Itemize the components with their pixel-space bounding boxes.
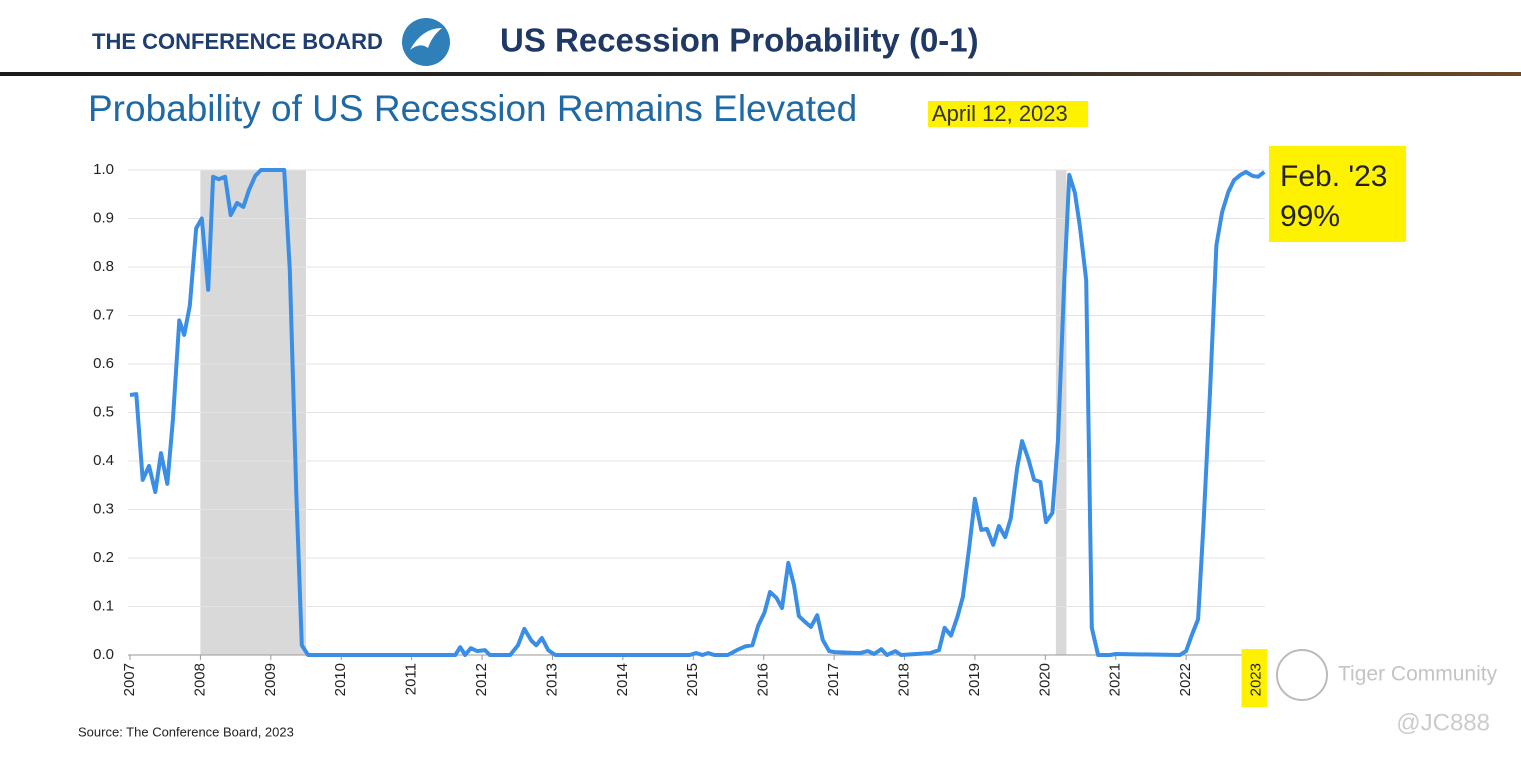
x-tick-label: 2010 (332, 663, 349, 696)
y-tick-label: 0.3 (93, 500, 114, 517)
date: April 12, 2023 (932, 101, 1068, 126)
annotation: 99% (1280, 200, 1340, 233)
x-tick-label: 2019 (966, 663, 983, 696)
x-tick-label: 2022 (1177, 663, 1194, 696)
y-tick-label: 0.5 (93, 403, 114, 420)
x-tick-label: 2008 (191, 663, 208, 696)
y-tick-label: 0.8 (93, 258, 114, 275)
x-tick-label: 2023 (1248, 663, 1265, 696)
title: US Recession Probability (0-1) (500, 22, 979, 59)
watermark: @JC888 (1396, 709, 1490, 736)
data-line (129, 168, 1266, 657)
y-tick-label: 0.0 (93, 646, 114, 663)
y-tick-label: 0.9 (93, 209, 114, 226)
logo-icon (402, 18, 450, 66)
x-tick-label: 2012 (473, 663, 490, 696)
y-tick-label: 0.7 (93, 306, 114, 323)
tick-highlight (1241, 649, 1268, 707)
logo-text: THE CONFERENCE BOARD (92, 29, 383, 54)
subtitle: Probability of US Recession Remains Elev… (88, 88, 857, 129)
x-tick-label: 2017 (825, 663, 842, 696)
header-rule (0, 72, 1521, 76)
x-tick-label: 2018 (895, 663, 912, 696)
y-tick-label: 0.6 (93, 355, 114, 372)
date-highlight (928, 101, 1088, 127)
x-tick-label: 2015 (684, 663, 701, 696)
x-tick-label: 2014 (614, 663, 631, 696)
source: Source: The Conference Board, 2023 (78, 724, 294, 739)
x-tick-label: 2009 (262, 663, 279, 696)
watermark-icon (1276, 649, 1328, 701)
x-tick-label: 2021 (1107, 663, 1124, 696)
plot: 0.0 0.1 0.2 0.3 0.4 0.5 0.6 0.7 0.8 0.9 1.0 2007 200… (93, 161, 1268, 707)
watermark: Tiger Community (1338, 663, 1498, 686)
y-tick-label: 0.2 (93, 549, 114, 566)
x-tick-label: 2013 (543, 663, 560, 696)
annotation: Feb. '23 (1280, 160, 1387, 193)
x-tick-label: 2011 (403, 663, 420, 695)
x-tick-label: 2007 (121, 663, 138, 696)
y-tick-label: 0.1 (93, 597, 114, 614)
x-tick-label: 2020 (1036, 663, 1053, 696)
y-tick-label: 0.4 (93, 452, 114, 469)
y-tick-label: 1.0 (93, 161, 114, 178)
x-tick-label: 2016 (755, 663, 772, 696)
annotation-box (1269, 146, 1406, 242)
